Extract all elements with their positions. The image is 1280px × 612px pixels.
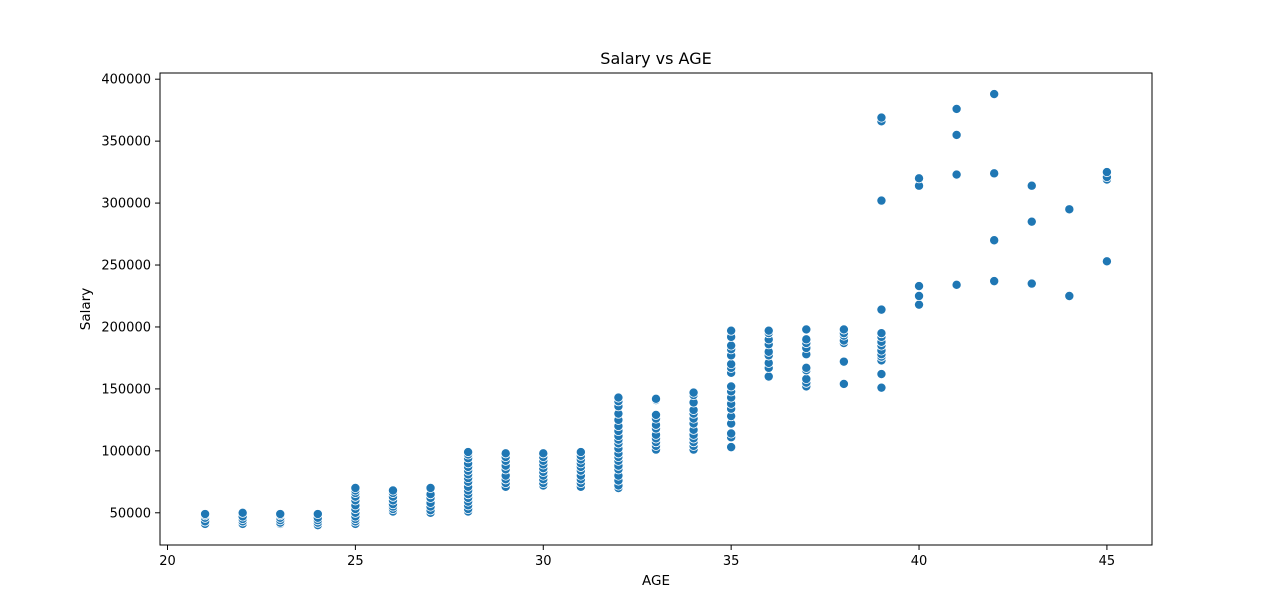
data-point — [989, 235, 1000, 246]
data-point — [350, 483, 361, 494]
data-point — [914, 290, 925, 301]
data-point — [613, 392, 624, 403]
x-axis-label: AGE — [642, 573, 670, 589]
data-point — [989, 168, 1000, 179]
x-axis-ticks: 20 25 30 35 40 45 — [159, 545, 1115, 569]
data-point — [1064, 204, 1075, 215]
data-point — [463, 447, 474, 458]
y-tick-label: 250000 — [101, 259, 151, 274]
plot-frame — [159, 72, 1153, 546]
data-point — [876, 195, 887, 206]
data-point — [575, 447, 586, 458]
x-tick-label: 45 — [1099, 554, 1116, 569]
data-point — [1026, 278, 1037, 289]
data-point — [951, 169, 962, 180]
data-point — [1101, 167, 1112, 178]
data-point — [651, 393, 662, 404]
data-point — [989, 276, 1000, 287]
x-tick-label: 25 — [347, 554, 364, 569]
data-point — [914, 299, 925, 310]
data-point — [726, 325, 737, 336]
data-point — [1026, 216, 1037, 227]
data-point — [726, 359, 737, 370]
y-axis-label: Salary — [78, 288, 94, 330]
y-tick-label: 200000 — [101, 320, 151, 335]
data-point — [763, 371, 774, 382]
data-point — [876, 304, 887, 315]
data-point — [951, 279, 962, 290]
data-point — [989, 89, 1000, 100]
x-tick-label: 20 — [159, 554, 176, 569]
data-point — [876, 382, 887, 393]
data-point — [801, 334, 812, 345]
x-tick-label: 35 — [723, 554, 740, 569]
x-tick-label: 30 — [535, 554, 552, 569]
data-point — [914, 281, 925, 292]
chart-title: Salary vs AGE — [600, 49, 711, 68]
data-point — [914, 173, 925, 184]
data-point — [312, 509, 323, 520]
y-axis-ticks: 50000 100000 150000 200000 250000 300000 35000… — [101, 73, 160, 521]
data-point — [1101, 256, 1112, 267]
data-point — [688, 387, 699, 398]
data-point — [425, 483, 436, 494]
data-point — [951, 129, 962, 140]
data-point — [726, 428, 737, 439]
data-point — [838, 378, 849, 389]
data-point — [1026, 180, 1037, 191]
data-point — [763, 325, 774, 336]
data-point — [538, 448, 549, 459]
data-point — [651, 409, 662, 420]
y-tick-label: 50000 — [110, 506, 151, 521]
y-tick-label: 400000 — [101, 73, 151, 88]
data-point — [726, 340, 737, 351]
data-point — [951, 103, 962, 114]
y-tick-label: 300000 — [101, 197, 151, 212]
data-point — [838, 324, 849, 335]
data-point — [1064, 290, 1075, 301]
y-tick-label: 350000 — [101, 135, 151, 150]
data-point — [801, 324, 812, 335]
data-point — [387, 485, 398, 496]
data-point — [726, 442, 737, 453]
data-point — [275, 509, 286, 520]
data-point — [726, 381, 737, 392]
data-point — [838, 356, 849, 367]
data-point — [876, 112, 887, 123]
y-tick-label: 150000 — [101, 382, 151, 397]
y-tick-label: 100000 — [101, 444, 151, 459]
data-point — [801, 362, 812, 373]
data-point — [876, 369, 887, 380]
data-point — [200, 509, 211, 520]
data-point — [801, 373, 812, 384]
data-point — [500, 448, 511, 459]
points-layer — [200, 89, 1112, 531]
data-point — [237, 507, 248, 518]
x-tick-label: 40 — [911, 554, 928, 569]
data-point — [876, 328, 887, 339]
